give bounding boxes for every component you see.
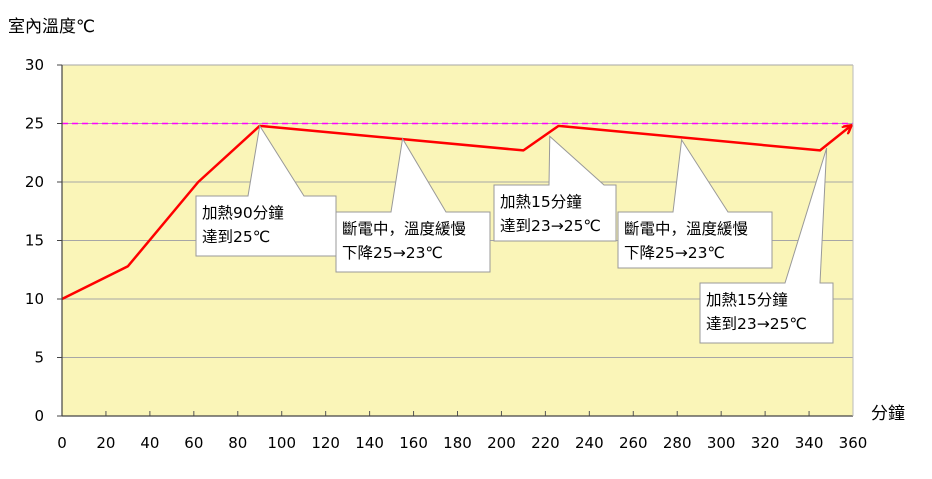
callout-text: 達到23→25℃: [706, 315, 807, 333]
callout-box: [195, 124, 337, 257]
callout-text: 斷電中，溫度緩慢: [342, 220, 466, 238]
callout-box: [699, 147, 834, 344]
x-tick-label: 40: [140, 434, 159, 452]
x-tick-label: 260: [619, 434, 648, 452]
callout-box: [493, 135, 617, 242]
x-tick-label: 180: [443, 434, 472, 452]
callout-text: 下降25→23℃: [624, 244, 725, 262]
x-axis-ticks: [61, 411, 854, 416]
x-tick-label: 360: [839, 434, 868, 452]
x-tick-label: 220: [531, 434, 560, 452]
x-tick-label: 120: [311, 434, 340, 452]
callout-box: [617, 138, 773, 269]
callout-text: 加熱90分鐘: [202, 204, 284, 222]
callout-text: 加熱15分鐘: [500, 193, 582, 211]
callout-text: 達到23→25℃: [500, 217, 601, 235]
series-line: [61, 126, 851, 301]
x-tick-label: 200: [487, 434, 516, 452]
x-tick-label: 20: [96, 434, 115, 452]
y-tick-label: 10: [25, 290, 44, 308]
x-tick-label: 60: [184, 434, 203, 452]
x-axis-title: 分鐘: [871, 404, 905, 424]
axes: [57, 64, 854, 417]
x-tick-label: 80: [228, 434, 247, 452]
callout-text: 下降25→23℃: [342, 244, 443, 262]
y-axis-title: 室內溫度℃: [8, 17, 95, 37]
callout-text: 加熱15分鐘: [706, 291, 788, 309]
y-tick-label: 20: [25, 173, 44, 191]
x-tick-label: 300: [707, 434, 736, 452]
x-tick-label: 100: [267, 434, 296, 452]
x-tick-label: 140: [355, 434, 384, 452]
x-tick-label: 340: [795, 434, 824, 452]
x-tick-label: 160: [399, 434, 428, 452]
x-tick-label: 280: [663, 434, 692, 452]
y-tick-label: 30: [25, 56, 44, 74]
callout-text: 達到25℃: [202, 228, 270, 246]
callout-text: 斷電中，溫度緩慢: [624, 220, 748, 238]
y-tick-label: 15: [25, 232, 44, 250]
callout-box: [335, 137, 491, 273]
y-tick-label: 0: [34, 407, 44, 425]
x-tick-label: 320: [751, 434, 780, 452]
x-tick-label: 240: [575, 434, 604, 452]
y-tick-label: 5: [34, 349, 44, 367]
y-tick-label: 25: [25, 115, 44, 133]
x-tick-label: 0: [57, 434, 67, 452]
series-group: [61, 126, 851, 301]
